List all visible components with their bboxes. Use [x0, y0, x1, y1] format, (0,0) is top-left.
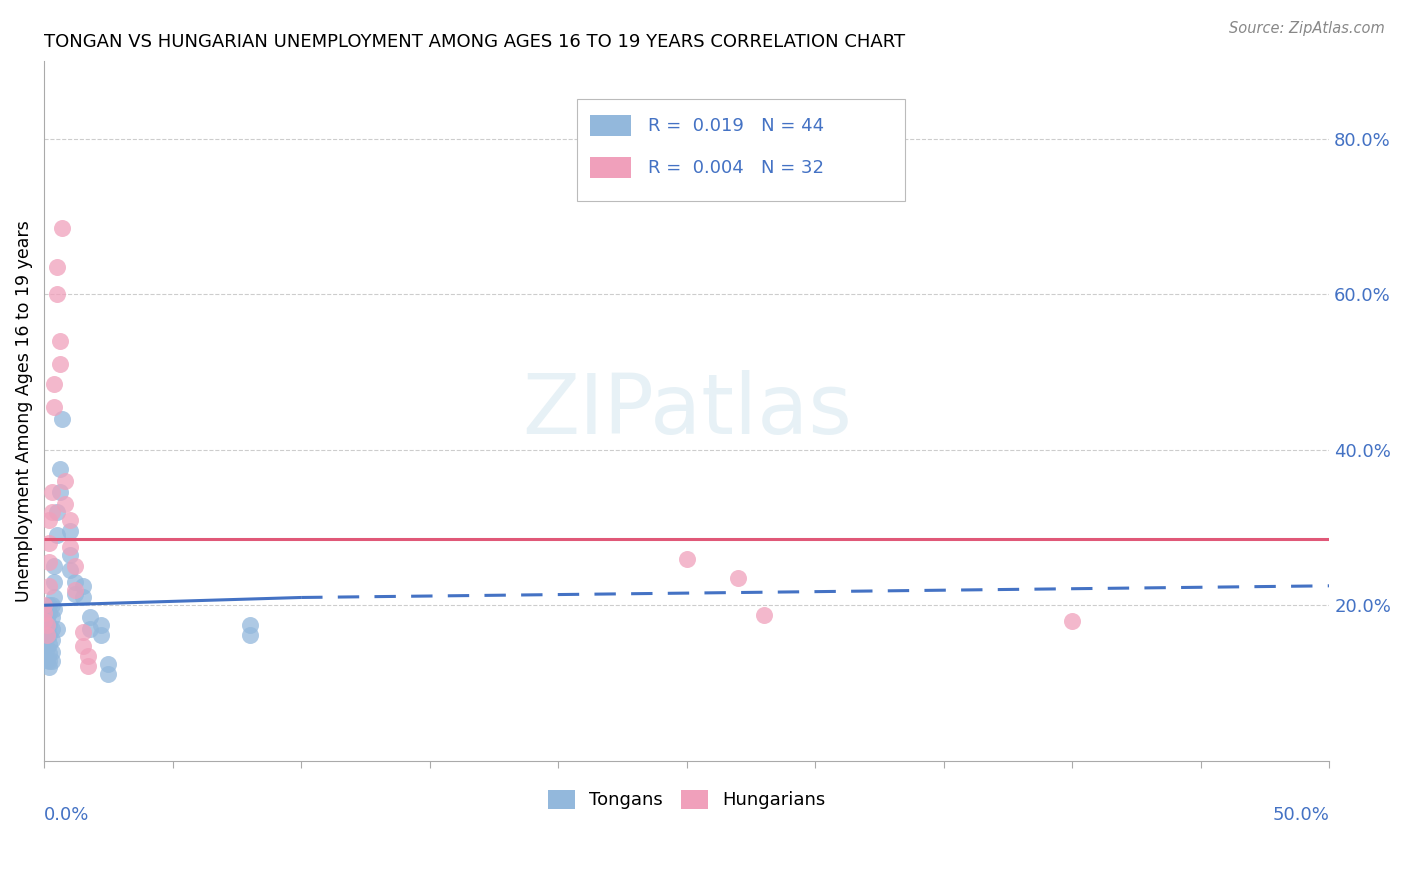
- Point: [41, 633, 63, 648]
- Point: [46, 505, 69, 519]
- Point: [90, 628, 112, 642]
- Point: [32, 633, 55, 648]
- Point: [38, 660, 60, 674]
- Point: [35, 653, 58, 667]
- Point: [90, 617, 112, 632]
- Point: [97, 657, 120, 671]
- Point: [59, 524, 82, 539]
- Point: [48, 485, 70, 500]
- Point: [48, 462, 70, 476]
- Point: [63, 574, 86, 589]
- Point: [44, 400, 66, 414]
- Point: [38, 617, 60, 632]
- Text: TONGAN VS HUNGARIAN UNEMPLOYMENT AMONG AGES 16 TO 19 YEARS CORRELATION CHART: TONGAN VS HUNGARIAN UNEMPLOYMENT AMONG A…: [44, 33, 905, 51]
- Point: [46, 287, 69, 301]
- Text: 50.0%: 50.0%: [1272, 806, 1329, 824]
- Point: [59, 513, 82, 527]
- Point: [72, 591, 94, 605]
- Text: ZIPatlas: ZIPatlas: [522, 370, 852, 451]
- Point: [32, 606, 55, 620]
- Point: [97, 666, 120, 681]
- Bar: [591, 115, 631, 136]
- Point: [76, 659, 98, 673]
- Text: R =  0.019   N = 44: R = 0.019 N = 44: [648, 117, 824, 135]
- Point: [35, 641, 58, 656]
- Point: [41, 610, 63, 624]
- Legend: Tongans, Hungarians: Tongans, Hungarians: [543, 785, 831, 814]
- Point: [38, 556, 60, 570]
- Point: [63, 559, 86, 574]
- Point: [59, 548, 82, 562]
- Point: [41, 645, 63, 659]
- Point: [48, 357, 70, 371]
- Point: [72, 639, 94, 653]
- Point: [41, 505, 63, 519]
- Point: [32, 617, 55, 632]
- Point: [79, 610, 101, 624]
- Point: [38, 513, 60, 527]
- Point: [38, 654, 60, 668]
- Point: [59, 563, 82, 577]
- Point: [72, 579, 94, 593]
- Point: [32, 614, 55, 628]
- Point: [44, 574, 66, 589]
- Point: [752, 607, 775, 622]
- Point: [44, 602, 66, 616]
- Text: R =  0.004   N = 32: R = 0.004 N = 32: [648, 159, 824, 177]
- Point: [53, 497, 76, 511]
- Point: [44, 376, 66, 391]
- Point: [38, 606, 60, 620]
- Point: [35, 610, 58, 624]
- Point: [38, 647, 60, 661]
- Point: [41, 654, 63, 668]
- Point: [76, 648, 98, 663]
- Point: [41, 599, 63, 613]
- Point: [41, 622, 63, 636]
- Point: [46, 622, 69, 636]
- Point: [38, 599, 60, 613]
- Point: [35, 625, 58, 640]
- Point: [675, 551, 697, 566]
- Point: [35, 617, 58, 632]
- Point: [32, 599, 55, 613]
- Point: [59, 540, 82, 554]
- Point: [239, 628, 262, 642]
- Point: [72, 625, 94, 640]
- Point: [53, 474, 76, 488]
- Point: [51, 411, 73, 425]
- Point: [35, 628, 58, 642]
- Point: [44, 559, 66, 574]
- Bar: [591, 157, 631, 178]
- FancyBboxPatch shape: [578, 99, 905, 201]
- Text: Source: ZipAtlas.com: Source: ZipAtlas.com: [1229, 21, 1385, 36]
- Point: [38, 628, 60, 642]
- Point: [46, 528, 69, 542]
- Point: [727, 571, 749, 585]
- Point: [51, 221, 73, 235]
- Point: [44, 591, 66, 605]
- Point: [41, 485, 63, 500]
- Point: [63, 586, 86, 600]
- Point: [1062, 614, 1084, 628]
- Point: [46, 260, 69, 274]
- Point: [48, 334, 70, 348]
- Y-axis label: Unemployment Among Ages 16 to 19 years: Unemployment Among Ages 16 to 19 years: [15, 220, 32, 602]
- Point: [38, 579, 60, 593]
- Point: [38, 536, 60, 550]
- Point: [63, 582, 86, 597]
- Point: [38, 637, 60, 651]
- Text: 0.0%: 0.0%: [44, 806, 90, 824]
- Point: [239, 617, 262, 632]
- Point: [79, 622, 101, 636]
